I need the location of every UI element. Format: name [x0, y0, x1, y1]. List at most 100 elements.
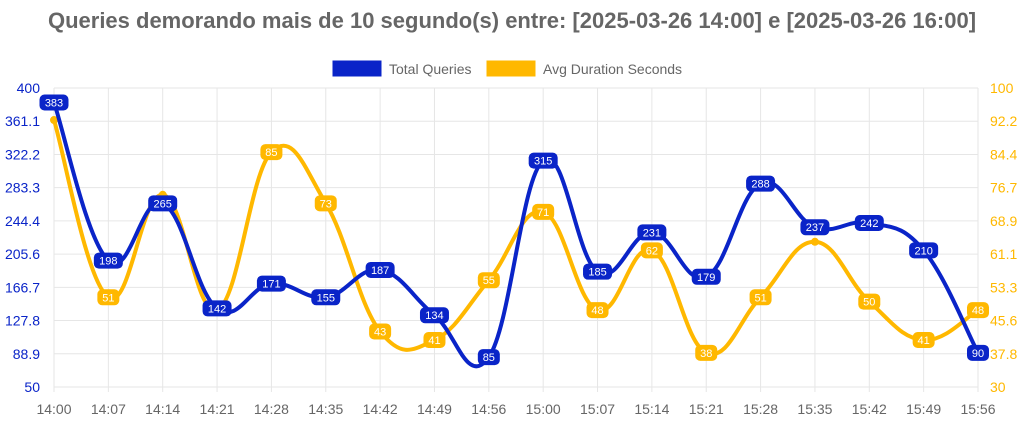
legend-label-avg-duration-seconds: Avg Duration Seconds — [543, 61, 682, 77]
data-point-marker — [260, 144, 283, 161]
right-y-tick-label: 30 — [990, 379, 1006, 395]
x-tick-label: 14:49 — [417, 401, 452, 417]
data-point-marker — [202, 300, 232, 317]
right-y-tick-label: 76.7 — [990, 180, 1017, 196]
data-point-marker — [967, 302, 989, 319]
right-y-tick-label: 92.2 — [990, 113, 1017, 129]
data-point-label: 187 — [371, 265, 389, 277]
right-y-tick-label: 61.1 — [990, 246, 1017, 262]
x-tick-label: 14:00 — [36, 401, 71, 417]
right-y-tick-label: 84.4 — [990, 146, 1017, 162]
data-point-label: 85 — [483, 352, 495, 364]
left-y-tick-label: 205.6 — [5, 246, 40, 262]
left-y-tick-label: 88.9 — [13, 346, 40, 362]
data-point-marker — [93, 252, 123, 269]
right-y-tick-label: 37.8 — [990, 346, 1017, 362]
data-point-marker — [912, 332, 935, 349]
data-point-label: 134 — [425, 310, 443, 322]
data-point-label: 41 — [428, 335, 440, 347]
data-point-label: 85 — [265, 147, 277, 159]
left-y-tick-label: 127.8 — [5, 313, 40, 329]
data-point-marker — [695, 344, 718, 361]
left-y-tick-label: 244.4 — [5, 213, 40, 229]
x-tick-label: 14:35 — [308, 401, 343, 417]
data-point-label: 51 — [754, 292, 766, 304]
x-tick-label: 15:42 — [852, 401, 887, 417]
x-tick-label: 14:56 — [471, 401, 506, 417]
left-y-tick-label: 400 — [17, 80, 41, 96]
x-tick-label: 15:21 — [689, 401, 724, 417]
data-point-marker — [637, 224, 667, 241]
data-point-label: 73 — [320, 198, 332, 210]
data-point-label: 90 — [972, 348, 984, 360]
data-point-marker — [800, 219, 830, 236]
x-tick-label: 15:49 — [906, 401, 941, 417]
data-point-marker — [314, 195, 337, 212]
data-point-label: 48 — [972, 305, 984, 317]
data-point-label: 179 — [697, 272, 715, 284]
legend[interactable]: Total Queries Avg Duration Seconds — [332, 60, 682, 77]
series-line — [52, 119, 980, 357]
data-point-label: 198 — [99, 256, 117, 268]
data-point-marker — [148, 195, 178, 212]
data-point-marker — [858, 293, 881, 310]
data-point-marker — [532, 203, 555, 220]
legend-swatch-avg-duration-seconds — [486, 60, 536, 77]
data-point-label: 237 — [806, 222, 824, 234]
data-point-marker — [854, 214, 884, 231]
x-tick-label: 14:14 — [145, 401, 180, 417]
data-point-marker — [967, 344, 989, 361]
left-y-tick-label: 322.2 — [5, 146, 40, 162]
x-axis: 14:00 14:07 14:14 14:21 14:28 14:35 14:42 14:49… — [36, 401, 995, 417]
data-point-marker — [477, 349, 500, 366]
data-point-label: 43 — [374, 326, 386, 338]
x-tick-label: 15:00 — [526, 401, 561, 417]
data-point-marker — [97, 289, 120, 306]
data-point-marker — [477, 272, 500, 289]
right-y-tick-label: 100 — [990, 80, 1014, 96]
data-point-label: 41 — [918, 335, 930, 347]
x-tick-label: 15:28 — [743, 401, 778, 417]
series-total-queries: 383 198 265 142 171 155 187 134 85 315 185 231 179 28… — [39, 94, 989, 369]
data-point-marker — [419, 307, 449, 324]
left-y-tick-label: 166.7 — [5, 279, 40, 295]
x-tick-label: 15:07 — [580, 401, 615, 417]
legend-label-total-queries: Total Queries — [389, 61, 471, 77]
data-point-marker — [583, 263, 613, 280]
left-y-tick-label: 50 — [24, 379, 40, 395]
data-point-marker — [810, 237, 819, 246]
data-point-marker — [365, 261, 395, 278]
data-point-marker — [746, 175, 776, 192]
data-point-label: 62 — [646, 245, 658, 257]
data-point-marker — [528, 152, 558, 169]
data-point-label: 242 — [860, 218, 878, 230]
data-point-marker — [586, 302, 609, 319]
data-point-marker — [749, 289, 772, 306]
data-point-marker — [691, 268, 721, 285]
left-y-tick-label: 361.1 — [5, 113, 40, 129]
grid — [53, 87, 979, 392]
data-point-marker — [909, 242, 939, 259]
x-tick-label: 14:28 — [254, 401, 289, 417]
right-y-axis: 100 92.2 84.4 76.7 68.9 61.1 53.3 45.6 37.8 30 — [990, 80, 1017, 395]
data-point-marker — [311, 289, 341, 306]
data-point-marker — [369, 323, 392, 340]
data-point-label: 71 — [537, 207, 549, 219]
data-point-marker — [640, 242, 663, 259]
data-point-label: 210 — [914, 245, 932, 257]
data-point-marker — [39, 94, 69, 111]
x-tick-label: 15:14 — [634, 401, 669, 417]
data-point-label: 51 — [102, 292, 114, 304]
x-tick-label: 14:07 — [91, 401, 126, 417]
data-point-label: 38 — [700, 348, 712, 360]
data-point-label: 48 — [591, 305, 603, 317]
data-point-label: 50 — [863, 297, 875, 309]
series-layer: 51 85 73 43 41 55 71 48 62 38 51 50 41 48 383 198 265 142… — [39, 94, 989, 369]
data-point-marker — [423, 332, 446, 349]
data-point-label: 231 — [643, 227, 661, 239]
data-point-label: 315 — [534, 156, 552, 168]
x-tick-label: 14:42 — [363, 401, 398, 417]
left-y-tick-label: 283.3 — [5, 180, 40, 196]
legend-swatch-total-queries — [332, 60, 382, 77]
